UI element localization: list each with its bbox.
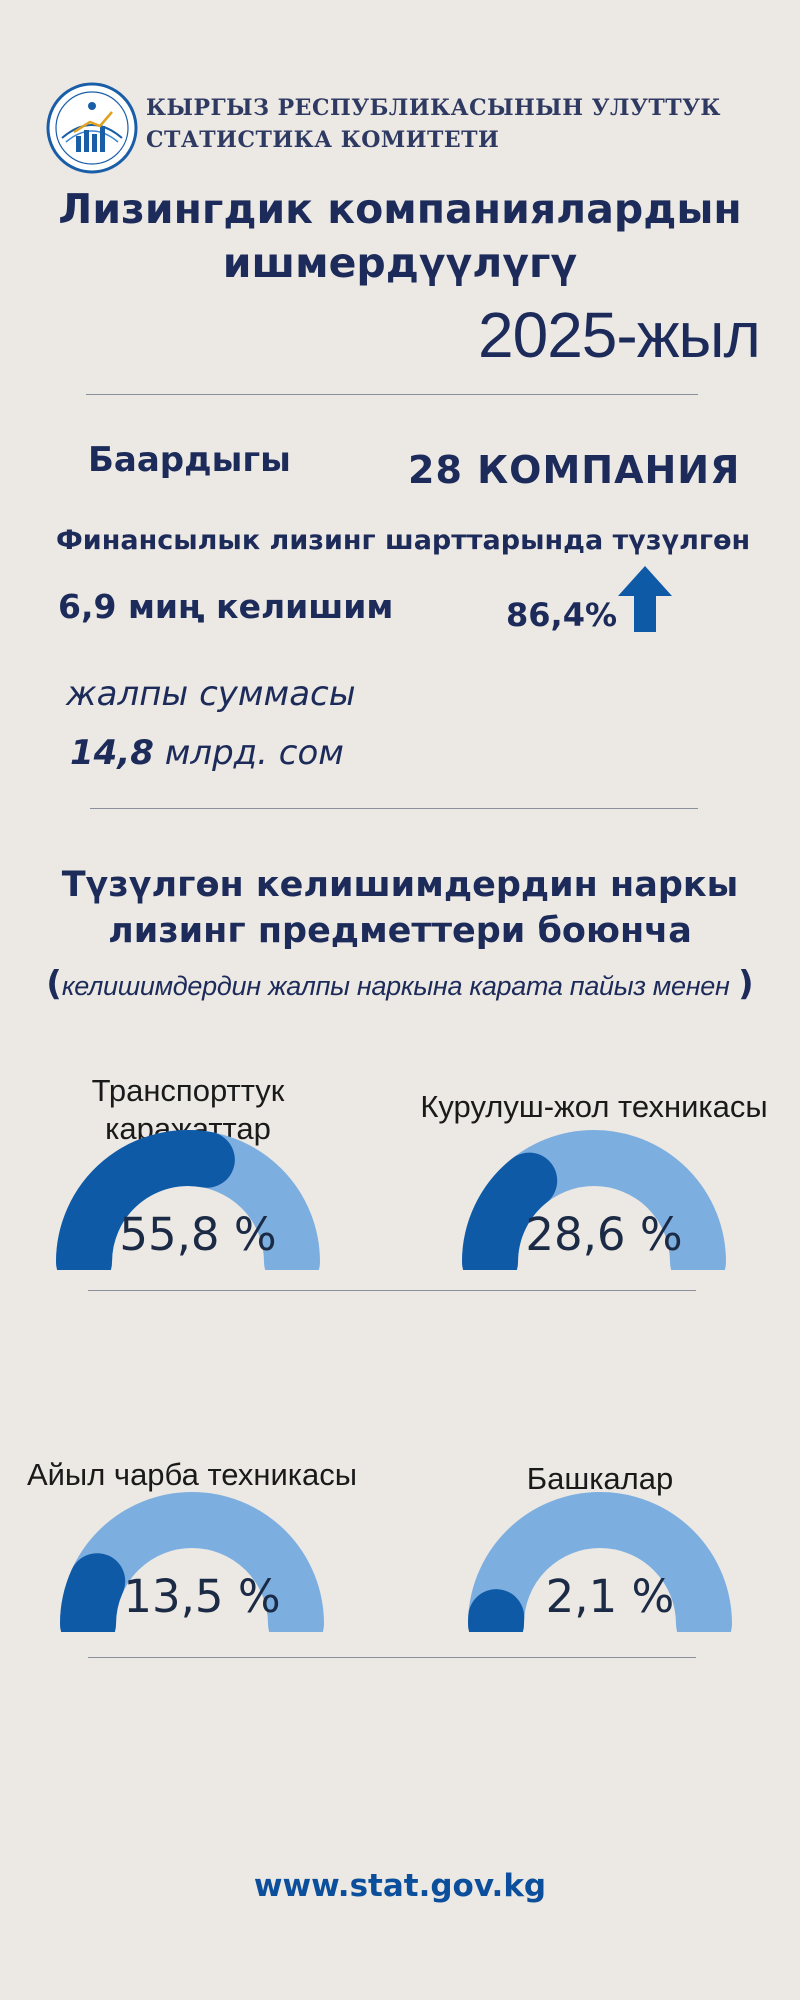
section-title-line1: Түзүлгөн келишимдердин наркы [61, 865, 739, 905]
divider-middle [90, 808, 698, 809]
gauge-value: 28,6 % [525, 1208, 683, 1261]
divider-top [86, 394, 698, 395]
gauge-fill [56, 1130, 235, 1270]
gauge-arc [468, 1492, 732, 1632]
subtitle-open-paren: ( [46, 964, 62, 1004]
gauge-value: 13,5 % [123, 1570, 281, 1623]
contracts-count: 6,9 миң келишим [58, 587, 394, 626]
gauge-label-line: Башкалар [526, 1461, 674, 1496]
page-title-line2: ишмердүүлүгү [222, 239, 578, 287]
divider-row1 [88, 1290, 696, 1291]
gauge-label: Башкалар [410, 1460, 790, 1498]
gauge-track [468, 1492, 732, 1632]
total-value: 28 КОМПАНИЯ [408, 448, 741, 492]
page-title: Лизингдик компаниялардын ишмердүүлүгү [0, 182, 800, 290]
gauge-fill [462, 1152, 558, 1270]
section-title: Түзүлгөн келишимдердин наркы лизинг пред… [0, 862, 800, 954]
org-name: КЫРГЫЗ РЕСПУБЛИКАСЫНЫН УЛУТТУК СТАТИСТИК… [146, 92, 721, 156]
total-label: Баардыгы [88, 440, 291, 480]
gauge-fill [60, 1553, 126, 1632]
gauge-label: Курулуш-жол техникасы [404, 1088, 784, 1126]
growth-percent: 86,4% [506, 596, 618, 634]
stat-committee-logo-icon [46, 82, 138, 174]
gross-amount-label: жалпы суммасы [66, 674, 356, 714]
org-name-line1: КЫРГЫЗ РЕСПУБЛИКАСЫНЫН УЛУТТУК [146, 95, 721, 121]
gauge-arc [56, 1130, 320, 1270]
org-name-line2: СТАТИСТИКА КОМИТЕТИ [146, 127, 500, 153]
gauge-label: Айыл чарба техникасы [2, 1456, 382, 1494]
gauge-value: 55,8 % [119, 1208, 277, 1261]
divider-row2 [88, 1657, 696, 1658]
gauge-label-line: Транспорттук [91, 1073, 285, 1108]
gauge-label-line: Айыл чарба техникасы [26, 1457, 358, 1492]
section-subtitle: (келишимдердин жалпы наркына карата пайы… [0, 964, 800, 1004]
financial-leasing-line: Финансылык лизинг шарттарында түзүлгөн [56, 525, 751, 556]
page-title-line1: Лизингдик компаниялардын [58, 185, 742, 233]
gross-amount-unit: млрд. сом [153, 733, 344, 773]
gross-amount-number: 14,8 [70, 733, 154, 773]
section-title-line2: лизинг предметтери боюнча [108, 911, 692, 951]
website-link[interactable]: www.stat.gov.kg [253, 1868, 547, 1904]
subtitle-text: келишимдердин жалпы наркына карата пайыз… [61, 971, 730, 1001]
gauge-value: 2,1 % [545, 1570, 675, 1623]
year-label: 2025-жыл [478, 299, 761, 371]
gauge-arc [60, 1492, 324, 1632]
gauge-arc [462, 1130, 726, 1270]
gross-amount-value: 14,8 млрд. сом [70, 733, 344, 773]
subtitle-close-paren: ) [738, 964, 754, 1004]
gauge-label-line: Курулуш-жол техникасы [420, 1089, 768, 1124]
arrow-up-icon [618, 566, 672, 632]
